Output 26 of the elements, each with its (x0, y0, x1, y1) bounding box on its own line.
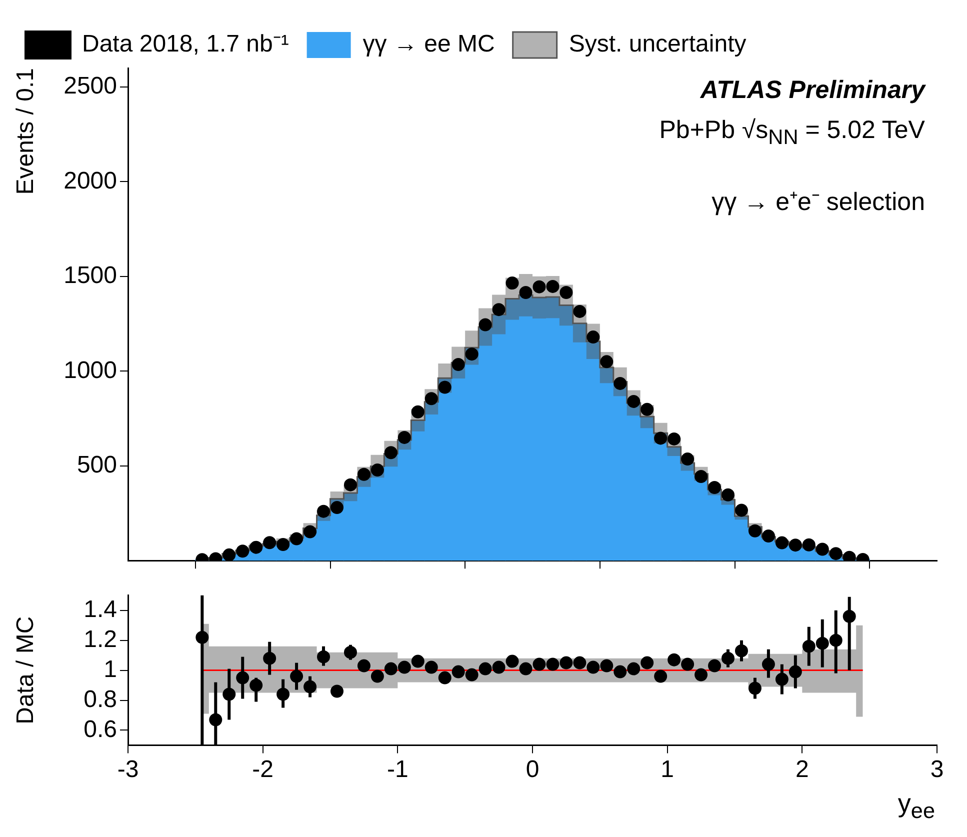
x-tick-label: 0 (526, 756, 540, 784)
y-tick-label: 1.2 (84, 626, 117, 653)
annotation: Pb+Pb √s$_{NN}$ = 5.02 TeV (659, 115, 925, 151)
x-tick-label: -3 (117, 756, 139, 784)
x-tick-label: -1 (386, 756, 408, 784)
y-tick-label: 1500 (64, 262, 117, 290)
y-tick-label: 0.6 (84, 716, 117, 743)
y-tick-label: 2000 (64, 167, 117, 194)
legend-label: γγ → ee MC (362, 30, 495, 58)
legend-label: Syst. uncertainty (568, 30, 746, 58)
annotation: γγ → e⁺e⁻ selection (710, 187, 925, 218)
x-axis-title: y$_{ee}$ (896, 788, 936, 824)
y-axis-title: Data / MC (12, 616, 40, 724)
legend-label: Data 2018, 1.7 nb⁻¹ (82, 30, 289, 58)
y-tick-label: 1.4 (84, 596, 117, 624)
y-tick-label: 1 (104, 656, 117, 683)
y-tick-label: 2500 (64, 72, 117, 100)
x-tick-label: -2 (252, 756, 274, 784)
y-tick-label: 500 (76, 451, 117, 478)
y-tick-label: 0.8 (84, 686, 117, 713)
annotation: ATLAS Preliminary (699, 75, 925, 106)
y-axis-title: Events / 0.1 (12, 68, 40, 195)
y-tick-label: 1000 (64, 356, 117, 384)
x-tick-label: 3 (930, 756, 944, 784)
x-tick-label: 1 (660, 756, 674, 784)
x-tick-label: 2 (795, 756, 809, 784)
